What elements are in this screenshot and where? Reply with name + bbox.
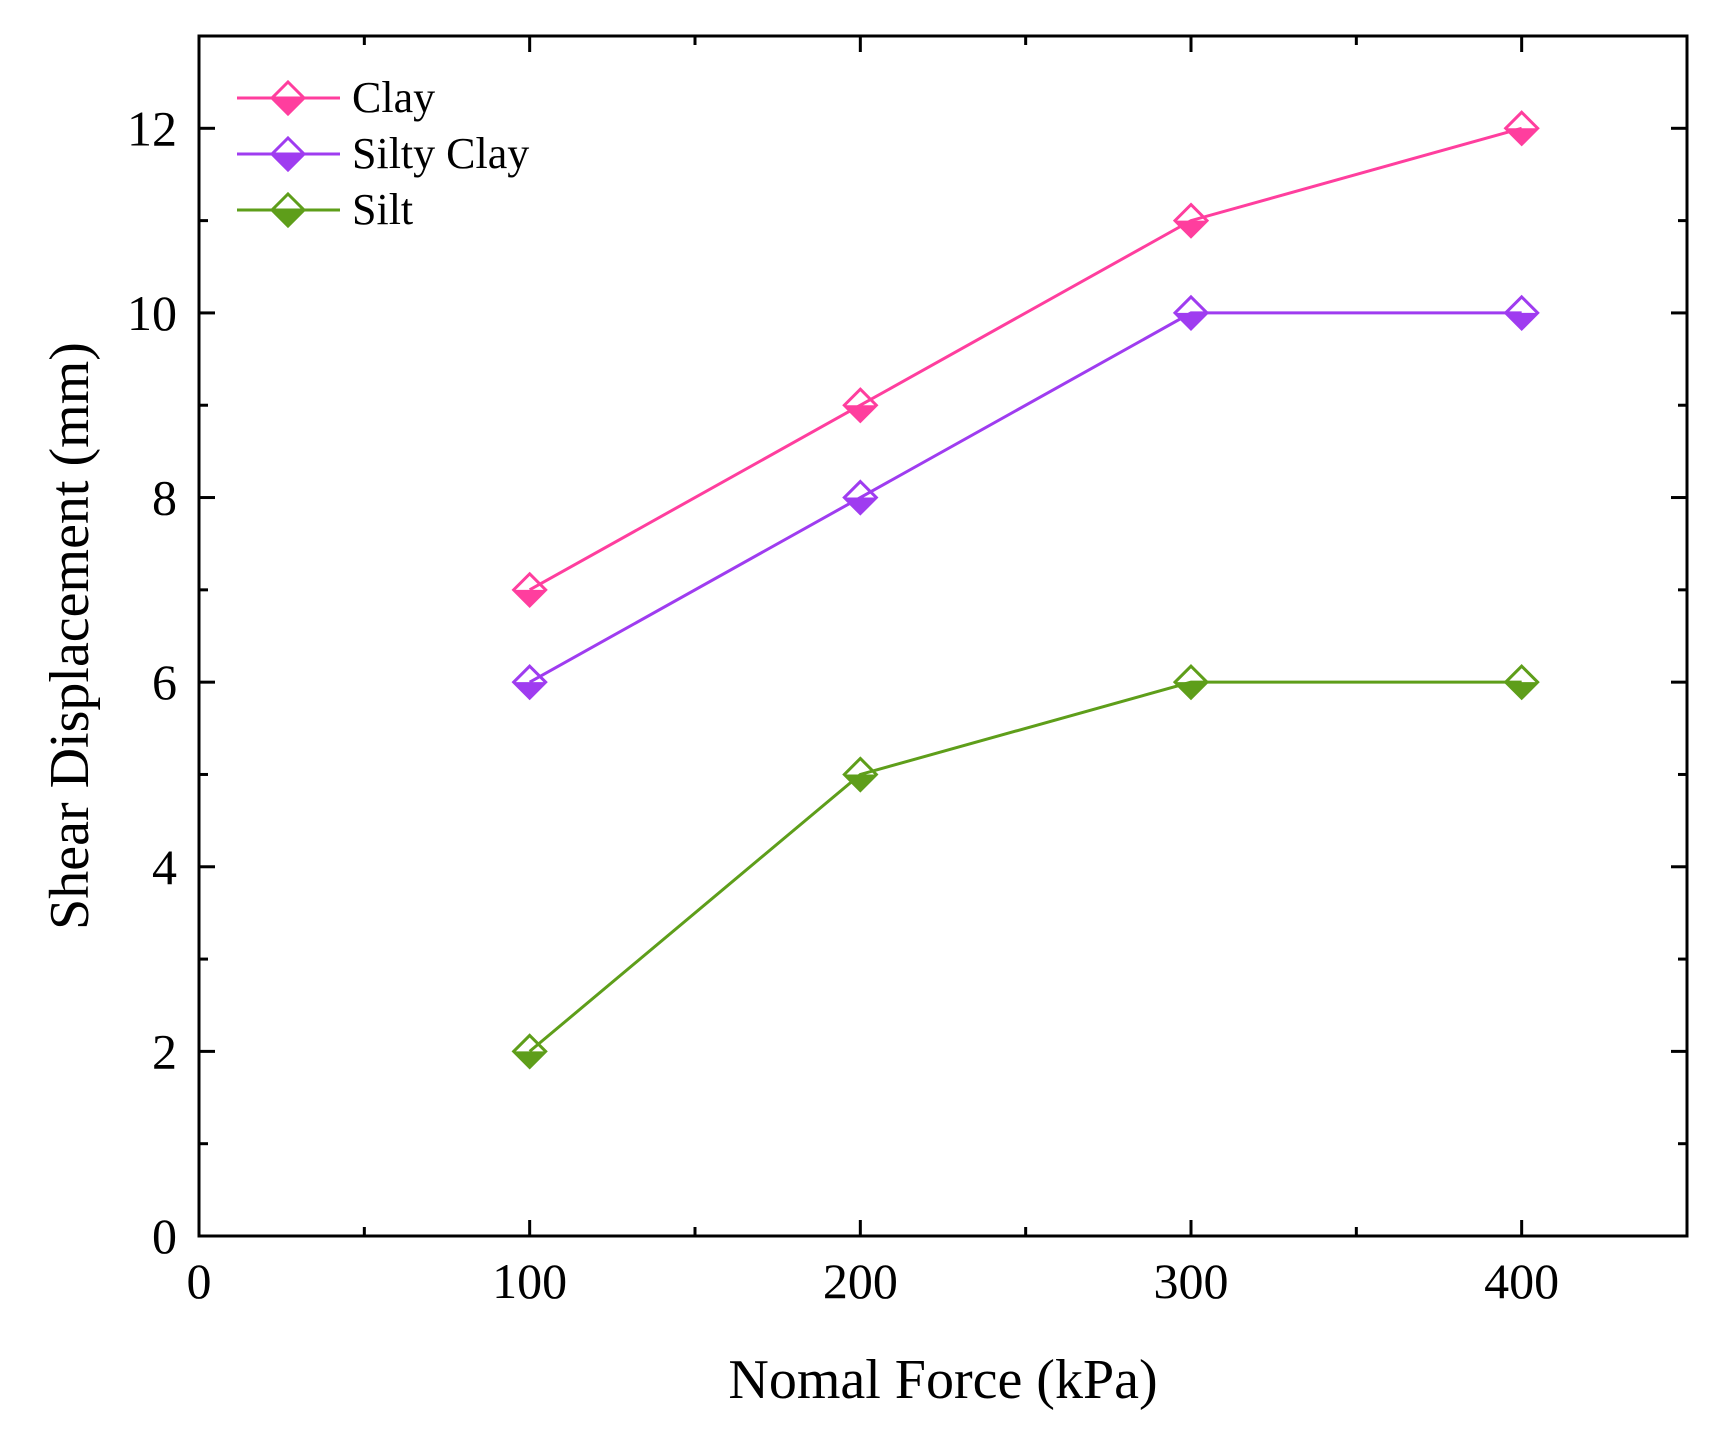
y-tick-label: 2: [152, 1023, 177, 1079]
marker-outline: [1172, 294, 1210, 332]
marker-outline: [1503, 664, 1540, 701]
y-tick-label: 6: [152, 654, 177, 710]
series-line-silt: [528, 680, 1522, 1053]
legend-item-clay: Clay: [237, 73, 435, 122]
plot-frame: [197, 34, 1689, 1238]
series-silt: [511, 664, 1540, 1070]
marker-outline: [1503, 110, 1540, 147]
data-point-silty-clay: [1172, 294, 1210, 332]
marker-outline: [842, 479, 879, 516]
data-point-silt: [1503, 664, 1540, 701]
x-tick-label: 0: [187, 1253, 212, 1309]
marker-fill: [272, 154, 304, 170]
data-point-silty-clay: [511, 664, 548, 701]
marker-fill: [513, 1051, 546, 1068]
marker-outline: [269, 135, 307, 173]
legend: Clay Silty Clay Silt: [237, 73, 529, 234]
legend-item-silt: Silt: [237, 185, 413, 234]
data-point-clay: [511, 571, 548, 608]
marker-outline: [269, 191, 307, 229]
marker-fill: [513, 682, 546, 699]
series-layer: [511, 110, 1540, 1070]
marker-fill: [844, 774, 877, 791]
marker-fill: [1175, 312, 1207, 329]
marker-outline: [842, 756, 879, 793]
x-tick-label: 200: [823, 1253, 898, 1309]
axes-ticks: 0 100 200 300 400 0 2 4 6 8 10 12: [127, 34, 1689, 1309]
marker-outline: [842, 387, 879, 424]
marker-outline: [511, 1033, 548, 1070]
series-silty-clay: [511, 294, 1540, 701]
marker-fill: [272, 98, 304, 114]
data-point-silt: [842, 756, 879, 793]
legend-label: Silt: [352, 185, 413, 234]
data-point-silty-clay: [1503, 294, 1540, 332]
legend-label: Clay: [352, 73, 435, 122]
y-axis-title: Shear Displacement (mm): [39, 342, 101, 930]
series-line-silty-clay: [528, 311, 1522, 684]
legend-label: Silty Clay: [352, 129, 529, 178]
marker-fill: [1175, 220, 1207, 237]
marker-fill: [844, 405, 877, 422]
marker-fill: [844, 497, 877, 514]
data-point-clay: [842, 387, 879, 424]
x-tick-label: 300: [1154, 1253, 1229, 1309]
series-clay: [511, 110, 1540, 608]
data-point-silt: [511, 1033, 548, 1070]
marker-outline: [1172, 202, 1210, 239]
x-axis-title: Nomal Force (kPa): [728, 1349, 1157, 1411]
marker-fill: [272, 210, 304, 226]
marker-outline: [269, 79, 307, 117]
legend-marker: [269, 135, 307, 173]
marker-outline: [1172, 664, 1210, 701]
marker-fill: [1505, 312, 1538, 329]
marker-fill: [513, 589, 546, 606]
data-point-silt: [1172, 664, 1210, 701]
series-line-clay: [528, 126, 1523, 592]
y-tick-label: 8: [152, 470, 177, 526]
marker-outline: [511, 571, 548, 608]
legend-item-silty-clay: Silty Clay: [237, 129, 529, 178]
y-tick-label: 4: [152, 839, 177, 895]
x-tick-label: 100: [492, 1253, 567, 1309]
legend-marker: [269, 191, 307, 229]
x-tick-label: 400: [1484, 1253, 1559, 1309]
data-point-silty-clay: [842, 479, 879, 516]
marker-fill: [1505, 682, 1538, 699]
marker-outline: [511, 664, 548, 701]
marker-fill: [1505, 128, 1538, 145]
marker-fill: [1175, 682, 1207, 699]
marker-outline: [1503, 294, 1540, 332]
data-point-clay: [1172, 202, 1210, 239]
legend-marker: [269, 79, 307, 117]
y-tick-label: 12: [127, 100, 177, 156]
y-tick-label: 10: [127, 285, 177, 341]
data-point-clay: [1503, 110, 1540, 147]
y-tick-label: 0: [152, 1208, 177, 1264]
